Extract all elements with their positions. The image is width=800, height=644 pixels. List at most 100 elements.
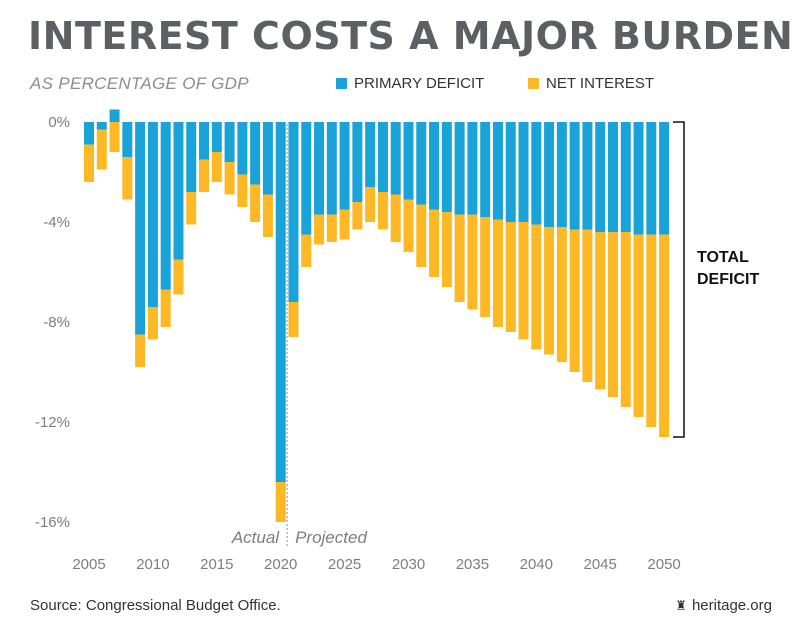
- legend-item-net-interest: NET INTEREST: [528, 75, 654, 92]
- bar-primary-deficit: [607, 122, 618, 232]
- bar-primary-deficit: [314, 122, 325, 215]
- bar-net-interest: [199, 159, 210, 192]
- x-tick-label: 2050: [647, 556, 680, 573]
- bar-primary-deficit: [620, 122, 631, 232]
- bar-primary-deficit: [160, 122, 171, 290]
- bar-net-interest: [390, 194, 401, 242]
- bar-net-interest: [531, 224, 542, 350]
- actual-label: Actual: [231, 528, 280, 547]
- bar-net-interest: [416, 204, 427, 267]
- legend-swatch-net-interest: [528, 78, 539, 89]
- bar-primary-deficit: [96, 122, 107, 130]
- bar-net-interest: [352, 202, 363, 230]
- bar-primary-deficit: [352, 122, 363, 202]
- legend-label-primary-deficit: PRIMARY DEFICIT: [354, 75, 485, 92]
- bar-net-interest: [646, 234, 657, 427]
- y-tick-label: -16%: [35, 514, 70, 531]
- brand[interactable]: ♜ heritage.org: [675, 597, 772, 614]
- bar-net-interest: [339, 209, 350, 240]
- bar-net-interest: [84, 144, 94, 182]
- legend: PRIMARY DEFICIT NET INTEREST: [0, 75, 800, 95]
- bar-primary-deficit: [339, 122, 350, 210]
- bar-net-interest: [186, 192, 197, 225]
- bar-primary-deficit: [646, 122, 657, 235]
- legend-swatch-primary-deficit: [336, 78, 347, 89]
- bar-net-interest: [96, 129, 107, 170]
- bar-primary-deficit: [556, 122, 567, 227]
- bar-net-interest: [480, 217, 491, 317]
- x-tick-label: 2010: [136, 556, 169, 573]
- bar-net-interest: [224, 162, 235, 195]
- bar-primary-deficit: [250, 122, 261, 185]
- bar-primary-deficit: [365, 122, 376, 187]
- bar-primary-deficit: [288, 122, 299, 302]
- bar-net-interest: [403, 199, 414, 252]
- bar-net-interest: [582, 229, 593, 382]
- bar-net-interest: [467, 214, 478, 310]
- bar-primary-deficit: [518, 122, 529, 222]
- bar-primary-deficit: [582, 122, 593, 230]
- bar-primary-deficit: [454, 122, 465, 215]
- projected-label: Projected: [295, 528, 367, 547]
- bar-primary-deficit: [480, 122, 491, 217]
- bar-net-interest: [518, 222, 529, 340]
- bar-primary-deficit: [173, 122, 184, 260]
- bar-primary-deficit: [147, 122, 158, 307]
- bar-primary-deficit: [595, 122, 606, 232]
- bar-primary-deficit: [211, 122, 222, 152]
- bar-primary-deficit: [659, 122, 670, 235]
- bar-net-interest: [544, 227, 555, 355]
- bar-net-interest: [160, 289, 171, 327]
- bar-net-interest: [633, 234, 644, 417]
- source-note: Source: Congressional Budget Office.: [30, 597, 281, 614]
- bar-primary-deficit: [224, 122, 235, 162]
- bar-primary-deficit: [135, 122, 146, 335]
- bar-net-interest: [250, 184, 261, 222]
- bar-net-interest: [301, 234, 312, 267]
- x-tick-label: 2015: [200, 556, 233, 573]
- bar-net-interest: [659, 234, 670, 437]
- bar-net-interest: [122, 157, 133, 200]
- bar-primary-deficit: [403, 122, 414, 200]
- bar-net-interest: [326, 214, 337, 242]
- bar-primary-deficit: [505, 122, 516, 222]
- bar-primary-deficit: [390, 122, 401, 195]
- bar-net-interest: [262, 194, 273, 237]
- bar-primary-deficit: [633, 122, 644, 235]
- total-deficit-label: TOTAL DEFICIT: [697, 247, 787, 291]
- bar-net-interest: [505, 222, 516, 332]
- bar-net-interest: [211, 152, 222, 182]
- bar-primary-deficit: [326, 122, 337, 215]
- bar-net-interest: [173, 259, 184, 295]
- bar-net-interest: [237, 174, 248, 207]
- bar-primary-deficit: [544, 122, 555, 227]
- bar-primary-deficit: [275, 122, 286, 482]
- bar-net-interest: [595, 232, 606, 390]
- legend-item-primary-deficit: PRIMARY DEFICIT: [336, 75, 484, 92]
- bar-net-interest: [314, 214, 325, 245]
- y-tick-label: -8%: [43, 314, 70, 331]
- bar-net-interest: [365, 187, 376, 222]
- bar-primary-deficit: [531, 122, 542, 225]
- brand-label: heritage.org: [691, 597, 772, 614]
- x-tick-label: 2045: [584, 556, 617, 573]
- bar-primary-deficit: [237, 122, 248, 175]
- bar-net-interest: [569, 229, 580, 372]
- bar-primary-deficit: [569, 122, 580, 230]
- bar-primary-deficit: [441, 122, 452, 212]
- bar-net-interest: [441, 212, 452, 287]
- bar-net-interest: [135, 334, 146, 367]
- y-tick-label: 0%: [48, 114, 70, 131]
- bar-net-interest: [620, 232, 631, 407]
- x-tick-label: 2030: [392, 556, 425, 573]
- bar-net-interest: [377, 192, 388, 230]
- bar-net-interest: [492, 219, 503, 327]
- x-tick-label: 2040: [520, 556, 553, 573]
- bar-primary-deficit: [199, 122, 210, 160]
- bar-net-interest: [288, 302, 299, 337]
- legend-label-net-interest: NET INTEREST: [546, 75, 655, 92]
- x-tick-label: 2025: [328, 556, 361, 573]
- y-tick-label: -12%: [35, 414, 70, 431]
- bar-primary-deficit: [377, 122, 388, 192]
